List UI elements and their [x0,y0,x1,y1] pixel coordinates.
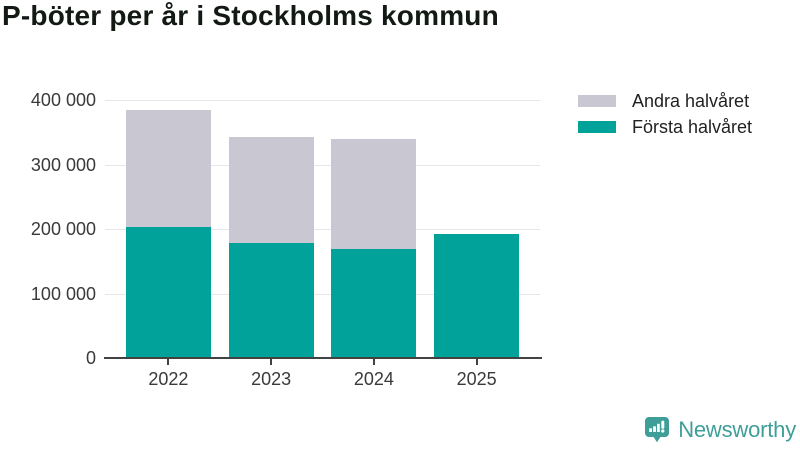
gridline [105,293,540,295]
bar-segment [331,249,417,358]
y-axis-tick-label: 400 000 [30,90,96,110]
bar-group [425,100,528,358]
bar-group [220,100,323,358]
grid-layer [105,100,540,358]
x-axis-tick [167,359,170,365]
y-axis-tick-label: 200 000 [30,219,96,239]
x-axis-band: 2022 [117,359,220,399]
x-axis-band: 2024 [323,359,426,399]
x-axis-tick [475,359,478,365]
chart-title: P-böter per år i Stockholms kommun [2,0,499,31]
bar-stack [125,110,211,358]
x-axis: 2022 2023 2024 2025 [105,359,540,399]
x-axis-tick-label: 2023 [251,369,292,389]
x-axis-band: 2025 [425,359,528,399]
branding: Newsworthy [645,417,796,443]
bar-stack [228,137,314,358]
x-axis-tick [270,359,273,365]
newsworthy-logo-icon [645,417,670,443]
bar-stack [434,234,520,358]
bar-group [323,100,426,358]
x-axis-tick [372,359,375,365]
gridline [105,229,540,230]
x-axis-tick-label: 2022 [148,369,189,389]
x-axis-tick-label: 2024 [353,369,394,389]
legend-label: Första halvåret [632,116,753,137]
legend-swatch [578,95,616,107]
y-axis-tick-label: 300 000 [30,154,96,175]
y-axis: 0 100 000 200 000 300 000 400 000 [0,91,96,367]
gridline [105,164,540,166]
legend-item: Första halvåret [578,114,752,140]
legend: Andra halvåret Första halvåret [578,88,752,140]
bar-segment [228,242,314,358]
bar-segment [125,227,211,358]
bar-segment [125,110,211,228]
bar-group [117,100,220,358]
bar-segment [228,137,314,243]
bar-segment [331,139,417,249]
bars-layer [105,100,540,358]
legend-swatch [578,121,616,133]
y-axis-tick-label: 0 [85,348,96,368]
gridline [105,100,540,101]
legend-label: Andra halvåret [632,90,750,111]
legend-item: Andra halvåret [578,88,752,114]
x-axis-tick-label: 2025 [456,369,497,389]
logo-text: Newsworthy [678,417,796,442]
x-axis-line [104,357,542,359]
bar-stack [331,139,417,358]
x-axis-band: 2023 [220,359,323,399]
y-axis-tick-label: 100 000 [30,283,96,304]
bar-segment [434,234,520,358]
